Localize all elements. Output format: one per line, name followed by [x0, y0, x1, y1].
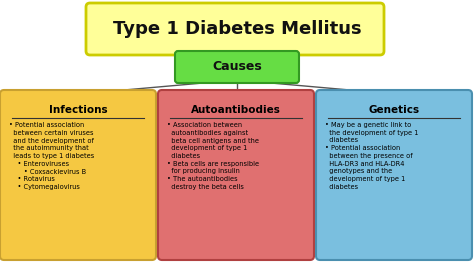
- Text: Causes: Causes: [212, 60, 262, 73]
- Text: Autoantibodies: Autoantibodies: [191, 105, 281, 115]
- FancyBboxPatch shape: [86, 3, 384, 55]
- FancyBboxPatch shape: [0, 90, 156, 260]
- FancyBboxPatch shape: [158, 90, 314, 260]
- Text: Infections: Infections: [49, 105, 107, 115]
- Text: • Potential association
  between certain viruses
  and the development of
  the: • Potential association between certain …: [9, 122, 94, 190]
- FancyBboxPatch shape: [175, 51, 299, 83]
- FancyBboxPatch shape: [316, 90, 472, 260]
- Text: Genetics: Genetics: [368, 105, 419, 115]
- Text: Type 1 Diabetes Mellitus: Type 1 Diabetes Mellitus: [113, 20, 361, 38]
- Text: • Association between
  autoantibodies against
  beta cell antigens and the
  de: • Association between autoantibodies aga…: [167, 122, 259, 190]
- Text: • May be a genetic link to
  the development of type 1
  diabetes
• Potential as: • May be a genetic link to the developme…: [325, 122, 419, 190]
